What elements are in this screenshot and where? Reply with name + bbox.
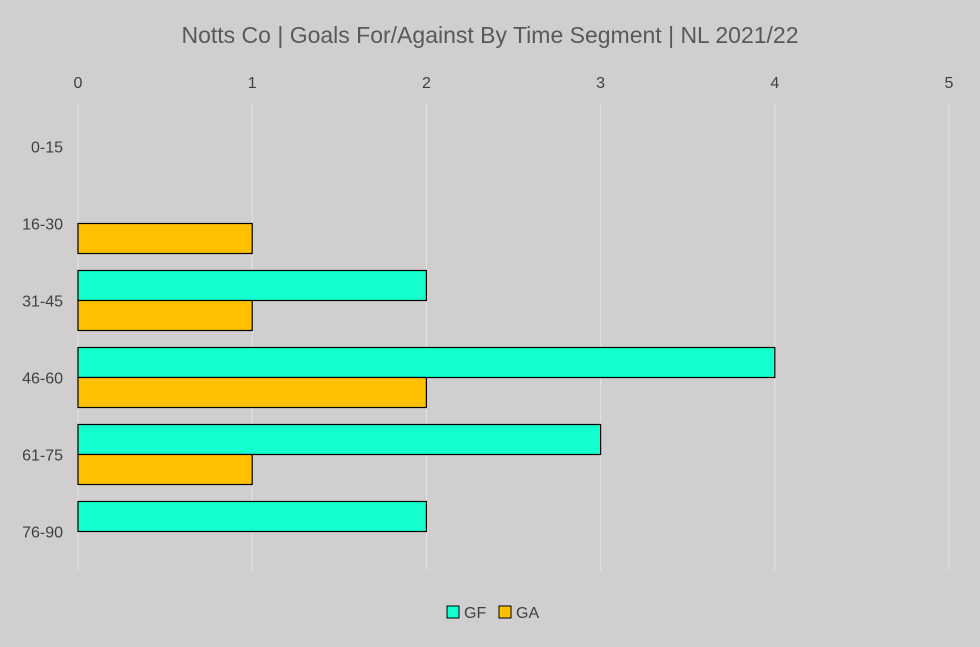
legend-label-ga: GA <box>516 605 539 622</box>
y-tick-label: 31-45 <box>22 294 63 311</box>
y-tick-label: 0-15 <box>31 140 63 157</box>
y-tick-label: 61-75 <box>22 448 63 465</box>
y-axis-ticks: 0-15 16-30 31-45 46-60 61-75 76-90 <box>22 140 63 542</box>
y-tick-label: 46-60 <box>22 371 63 388</box>
bar-ga-31-45 <box>77 299 253 332</box>
x-tick-label: 3 <box>596 75 605 92</box>
bar-gf-76-90 <box>77 500 427 533</box>
legend-swatch-ga <box>498 605 512 619</box>
bars <box>77 222 776 533</box>
legend-label-gf: GF <box>464 605 486 622</box>
y-tick-label: 76-90 <box>22 525 63 542</box>
x-tick-label: 4 <box>770 75 779 92</box>
bar-ga-61-75 <box>77 453 253 486</box>
legend: GF GA <box>446 605 539 622</box>
bar-ga-46-60 <box>77 376 427 409</box>
bar-gf-46-60 <box>77 346 776 379</box>
y-tick-label: 16-30 <box>22 217 63 234</box>
x-axis-ticks: 0 1 2 3 4 5 <box>74 75 954 92</box>
chart-title: Notts Co | Goals For/Against By Time Seg… <box>181 22 798 48</box>
x-tick-label: 0 <box>74 75 83 92</box>
bar-ga-16-30 <box>77 222 253 255</box>
x-tick-label: 5 <box>945 75 954 92</box>
legend-swatch-gf <box>446 605 460 619</box>
bar-gf-61-75 <box>77 423 602 456</box>
x-tick-label: 2 <box>422 75 431 92</box>
x-tick-label: 1 <box>248 75 257 92</box>
bar-gf-31-45 <box>77 269 427 302</box>
gridlines <box>77 104 950 570</box>
